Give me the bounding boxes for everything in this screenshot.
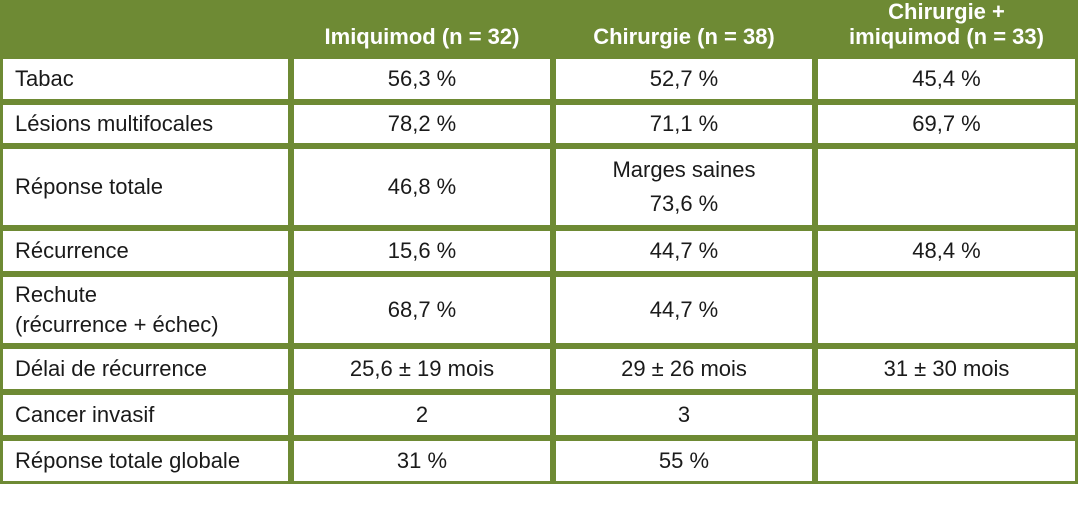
cell-imiquimod: 15,6 % [291, 228, 553, 274]
table-row: Cancer invasif 2 3 [0, 392, 1078, 438]
cell-chirurgie-imiquimod [815, 146, 1078, 228]
cell-chirurgie-imiquimod: 48,4 % [815, 228, 1078, 274]
table-row: Délai de récurrence 25,6 ± 19 mois 29 ± … [0, 346, 1078, 392]
row-label-line1: Rechute [15, 282, 97, 307]
results-table-container: Imiquimod (n = 32) Chirurgie (n = 38) Ch… [0, 0, 1078, 484]
row-label: Réponse totale globale [0, 438, 291, 484]
row-label: Tabac [0, 56, 291, 102]
cell-chirurgie-imiquimod [815, 274, 1078, 346]
cell-chirurgie-imiquimod: 45,4 % [815, 56, 1078, 102]
header-line2: imiquimod (n = 33) [849, 24, 1044, 49]
cell-chirurgie: 29 ± 26 mois [553, 346, 815, 392]
table-row: Rechute (récurrence + échec) 68,7 % 44,7… [0, 274, 1078, 346]
cell-line2: 73,6 % [649, 191, 719, 216]
cell-chirurgie: 71,1 % [553, 102, 815, 146]
cell-chirurgie: 52,7 % [553, 56, 815, 102]
cell-imiquimod: 68,7 % [291, 274, 553, 346]
cell-imiquimod: 46,8 % [291, 146, 553, 228]
header-imiquimod: Imiquimod (n = 32) [291, 0, 553, 56]
cell-imiquimod: 2 [291, 392, 553, 438]
row-label: Lésions multifocales [0, 102, 291, 146]
cell-chirurgie-imiquimod [815, 438, 1078, 484]
header-chirurgie: Chirurgie (n = 38) [553, 0, 815, 56]
cell-imiquimod: 25,6 ± 19 mois [291, 346, 553, 392]
table-row: Lésions multifocales 78,2 % 71,1 % 69,7 … [0, 102, 1078, 146]
cell-chirurgie-imiquimod [815, 392, 1078, 438]
header-chirurgie-imiquimod: Chirurgie + imiquimod (n = 33) [815, 0, 1078, 56]
cell-imiquimod: 31 % [291, 438, 553, 484]
results-table: Imiquimod (n = 32) Chirurgie (n = 38) Ch… [0, 0, 1078, 484]
cell-chirurgie: 44,7 % [553, 274, 815, 346]
row-label: Récurrence [0, 228, 291, 274]
cell-chirurgie: 44,7 % [553, 228, 815, 274]
cell-line1: Marges saines [612, 157, 756, 182]
row-label-line2: (récurrence + échec) [15, 312, 219, 337]
cell-imiquimod: 56,3 % [291, 56, 553, 102]
cell-imiquimod: 78,2 % [291, 102, 553, 146]
row-label: Délai de récurrence [0, 346, 291, 392]
cell-chirurgie: 55 % [553, 438, 815, 484]
table-row: Réponse totale 46,8 % Marges saines 73,6… [0, 146, 1078, 228]
cell-chirurgie-imiquimod: 69,7 % [815, 102, 1078, 146]
row-label: Rechute (récurrence + échec) [0, 274, 291, 346]
row-label: Cancer invasif [0, 392, 291, 438]
table-row: Tabac 56,3 % 52,7 % 45,4 % [0, 56, 1078, 102]
cell-chirurgie: 3 [553, 392, 815, 438]
cell-chirurgie-imiquimod: 31 ± 30 mois [815, 346, 1078, 392]
row-label: Réponse totale [0, 146, 291, 228]
table-row: Récurrence 15,6 % 44,7 % 48,4 % [0, 228, 1078, 274]
table-row: Réponse totale globale 31 % 55 % [0, 438, 1078, 484]
table-header-row: Imiquimod (n = 32) Chirurgie (n = 38) Ch… [0, 0, 1078, 56]
cell-chirurgie: Marges saines 73,6 % [553, 146, 815, 228]
header-line1: Chirurgie + [888, 0, 1005, 24]
header-corner [0, 0, 291, 56]
